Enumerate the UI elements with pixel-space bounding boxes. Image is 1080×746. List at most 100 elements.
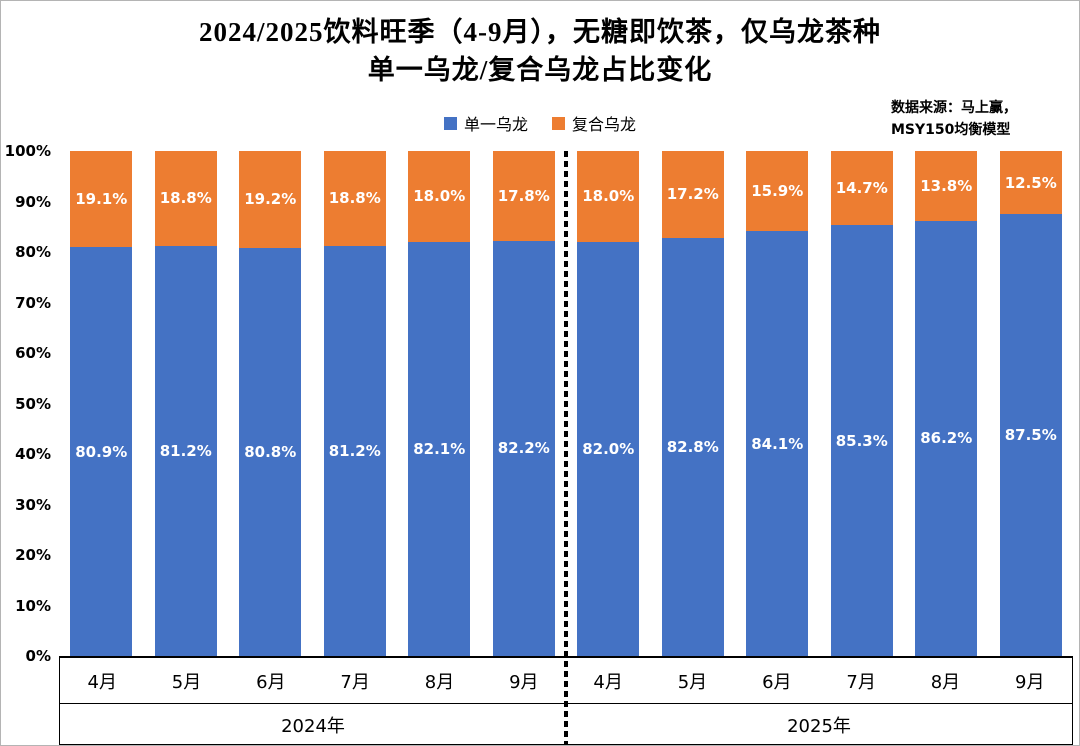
bar-group-2024-9月: 17.8% 82.2%	[482, 151, 567, 656]
y-tick-label-10%: 10%	[15, 596, 51, 615]
y-tick-label-80%: 80%	[15, 243, 51, 261]
y-tick-label-30%: 30%	[15, 495, 51, 514]
bar-value-label: 18.8%	[159, 189, 212, 208]
bar-value-label: 84.1%	[751, 434, 804, 453]
bar-segment-blended-oolong: 17.8%	[492, 151, 555, 241]
x-tick-month-2024-5月: 5月	[171, 671, 202, 693]
bar-segment-single-oolong: 82.2%	[492, 240, 555, 656]
data-source-note: 数据来源：马上赢， MSY150均衡模型	[891, 97, 1069, 141]
bar-value-label: 80.8%	[244, 442, 297, 461]
x-tick-month-2024-9月: 9月	[509, 671, 539, 693]
y-tick-label-90%: 90%	[15, 192, 51, 211]
data-source-line2: MSY150均衡模型	[891, 122, 1011, 138]
bar-segment-blended-oolong: 15.9%	[746, 151, 809, 232]
year-divider-dotted-line	[564, 151, 568, 745]
stacked-bar: 17.2% 82.8%	[661, 151, 724, 656]
bar-value-label: 14.7%	[835, 179, 888, 198]
bar-value-label: 17.2%	[666, 185, 719, 204]
stacked-bar: 17.8% 82.2%	[492, 151, 555, 656]
bar-value-label: 81.2%	[159, 441, 212, 460]
bar-value-label: 86.2%	[920, 429, 973, 448]
stacked-bar: 14.7% 85.3%	[830, 151, 893, 656]
legend-label: 单一乌龙	[463, 115, 528, 134]
bar-segment-single-oolong: 82.0%	[577, 241, 640, 656]
bar-value-label: 18.0%	[582, 187, 635, 206]
x-tick-month-2024-8月: 8月	[424, 671, 455, 693]
bar-value-label: 15.9%	[751, 182, 804, 201]
x-tick-month-2024-6月: 6月	[256, 671, 286, 693]
bar-group-2025-4月: 18.0% 82.0%	[566, 151, 651, 656]
legend-item-single-oolong: 单一乌龙	[443, 111, 528, 135]
x-tick-month-2025-8月: 8月	[930, 671, 961, 693]
bar-segment-blended-oolong: 14.7%	[830, 151, 893, 226]
legend-label: 复合乌龙	[572, 115, 637, 134]
bar-segment-single-oolong: 87.5%	[999, 214, 1062, 656]
legend-item-blended-oolong: 复合乌龙	[552, 111, 636, 135]
bar-group-2025-5月: 17.2% 82.8%	[651, 151, 736, 656]
bar-group-2024-8月: 18.0% 82.1%	[397, 151, 482, 656]
bar-value-label: 12.5%	[1004, 173, 1057, 192]
chart-title-line2: 单一乌龙/复合乌龙占比变化	[367, 55, 713, 85]
bar-value-label: 81.2%	[328, 441, 381, 460]
y-tick-label-0%: 0%	[25, 647, 51, 665]
bar-value-label: 82.8%	[666, 437, 719, 456]
x-group-label-2024年: 2024年	[281, 715, 345, 737]
stacked-bar: 19.2% 80.8%	[239, 151, 302, 656]
bar-value-label: 82.1%	[413, 439, 466, 458]
bar-segment-blended-oolong: 18.0%	[408, 151, 471, 242]
year-labels-row: 2024年 2025年	[60, 704, 1072, 745]
y-tick-label-40%: 40%	[15, 445, 51, 463]
y-tick-label-60%: 60%	[15, 344, 51, 362]
bar-segment-single-oolong: 82.8%	[661, 237, 724, 656]
stacked-bar: 12.5% 87.5%	[999, 151, 1062, 656]
month-labels-row: 4月 5月 6月 7月 8月 9月 4月 5月 6月 7月 8月 9月	[60, 658, 1072, 704]
bar-group-2024-6月: 19.2% 80.8%	[228, 151, 313, 656]
legend: 单一乌龙 复合乌龙	[1, 111, 1079, 135]
x-group-label-2025年: 2025年	[787, 715, 851, 737]
bar-segment-single-oolong: 81.2%	[154, 245, 217, 656]
stacked-bar: 18.0% 82.0%	[577, 151, 640, 656]
bar-group-2024-5月: 18.8% 81.2%	[144, 151, 229, 656]
bar-segment-single-oolong: 84.1%	[746, 231, 809, 656]
stacked-bar: 19.1% 80.9%	[70, 151, 133, 656]
legend-swatch-icon	[443, 116, 457, 130]
y-tick-label-20%: 20%	[15, 546, 51, 564]
bar-segment-single-oolong: 80.9%	[70, 247, 133, 656]
bar-group-2024-4月: 19.1% 80.9%	[59, 151, 144, 656]
bar-group-2025-7月: 14.7% 85.3%	[820, 151, 905, 656]
bar-group-2025-9月: 12.5% 87.5%	[989, 151, 1074, 656]
stacked-bar: 13.8% 86.2%	[915, 151, 978, 656]
bar-group-2025-6月: 15.9% 84.1%	[735, 151, 820, 656]
bar-segment-blended-oolong: 19.1%	[70, 151, 133, 248]
bar-segment-blended-oolong: 17.2%	[661, 151, 724, 238]
bar-value-label: 85.3%	[835, 431, 888, 450]
bar-value-label: 13.8%	[920, 176, 973, 195]
bar-value-label: 19.2%	[244, 190, 297, 209]
x-tick-month-2024-7月: 7月	[340, 671, 370, 693]
bar-segment-single-oolong: 80.8%	[239, 247, 302, 656]
y-tick-label-100%: 100%	[4, 142, 51, 160]
chart-title: 2024/2025饮料旺季（4-9月），无糖即饮茶，仅乌龙茶种 单一乌龙/复合乌…	[1, 13, 1079, 89]
stacked-bar: 18.0% 82.1%	[408, 151, 471, 656]
chart-title-line1: 2024/2025饮料旺季（4-9月），无糖即饮茶，仅乌龙茶种	[199, 17, 881, 47]
x-tick-month-2025-9月: 9月	[1015, 671, 1045, 693]
bar-segment-blended-oolong: 19.2%	[239, 151, 302, 248]
y-tick-label-70%: 70%	[15, 293, 51, 312]
bar-segment-single-oolong: 81.2%	[323, 245, 386, 656]
bar-value-label: 87.5%	[1004, 426, 1057, 445]
bar-value-label: 17.8%	[497, 186, 550, 205]
bar-group-2025-8月: 13.8% 86.2%	[904, 151, 989, 656]
stacked-bar: 18.8% 81.2%	[154, 151, 217, 656]
y-tick-label-50%: 50%	[15, 394, 51, 413]
bar-segment-blended-oolong: 13.8%	[915, 151, 978, 221]
data-source-line1: 数据来源：马上赢，	[891, 100, 1017, 116]
bar-value-label: 19.1%	[75, 190, 128, 209]
x-tick-month-2025-6月: 6月	[762, 671, 792, 693]
bar-value-label: 82.2%	[497, 439, 550, 458]
bar-segment-single-oolong: 85.3%	[830, 225, 893, 656]
stacked-bar: 15.9% 84.1%	[746, 151, 809, 656]
bar-value-label: 18.0%	[413, 187, 466, 206]
plot-area: 19.1% 80.9% 18.8% 81.2% 19.2% 80.8% 18.8% 81.2%…	[59, 151, 1073, 656]
x-tick-month-2024-4月: 4月	[87, 671, 117, 693]
